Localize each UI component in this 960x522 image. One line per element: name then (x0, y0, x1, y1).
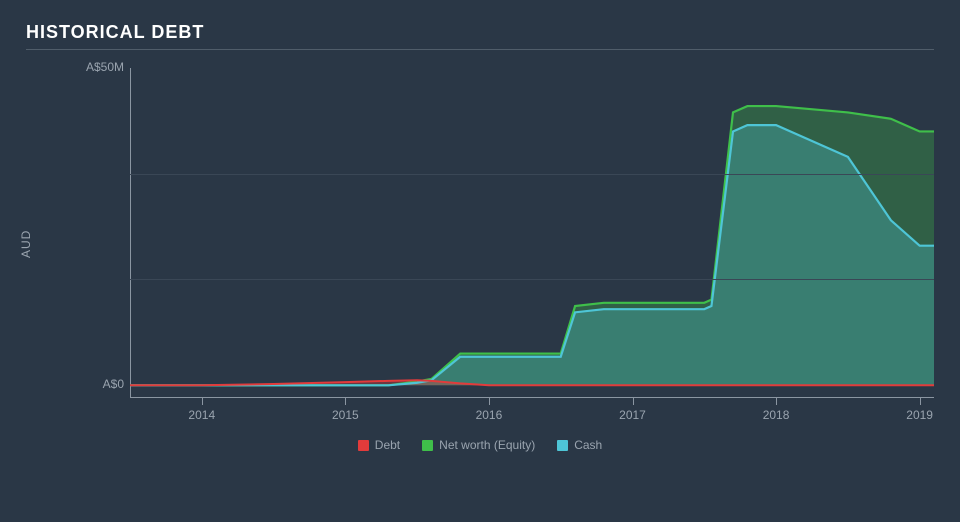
legend: Debt Net worth (Equity) Cash (26, 438, 934, 452)
series-fill (130, 125, 934, 385)
chart-title: HISTORICAL DEBT (26, 22, 934, 43)
x-tick (776, 398, 777, 405)
chart-card: HISTORICAL DEBT AUD A$0A$50M201420152016… (0, 0, 960, 522)
y-axis-label: AUD (19, 230, 33, 258)
x-tick (633, 398, 634, 405)
chart-area: AUD A$0A$50M201420152016201720182019 Deb… (26, 68, 934, 448)
x-tick-label: 2014 (188, 408, 215, 422)
x-tick-label: 2016 (476, 408, 503, 422)
x-tick (489, 398, 490, 405)
legend-label: Cash (574, 438, 602, 452)
legend-label: Net worth (Equity) (439, 438, 535, 452)
title-rule (26, 49, 934, 50)
legend-item: Cash (557, 438, 602, 452)
x-tick (345, 398, 346, 405)
legend-label: Debt (375, 438, 400, 452)
legend-swatch (422, 440, 433, 451)
legend-item: Net worth (Equity) (422, 438, 535, 452)
x-tick-label: 2015 (332, 408, 359, 422)
x-tick-label: 2019 (906, 408, 933, 422)
legend-swatch (557, 440, 568, 451)
x-tick-label: 2017 (619, 408, 646, 422)
legend-swatch (358, 440, 369, 451)
x-tick (202, 398, 203, 405)
y-tick-label: A$50M (86, 60, 124, 74)
gridline (130, 174, 934, 175)
legend-item: Debt (358, 438, 400, 452)
x-tick (920, 398, 921, 405)
x-tick-label: 2018 (763, 408, 790, 422)
y-tick-label: A$0 (103, 377, 124, 391)
plot-region: A$0A$50M201420152016201720182019 (130, 68, 934, 398)
gridline (130, 279, 934, 280)
series-svg (130, 68, 934, 398)
